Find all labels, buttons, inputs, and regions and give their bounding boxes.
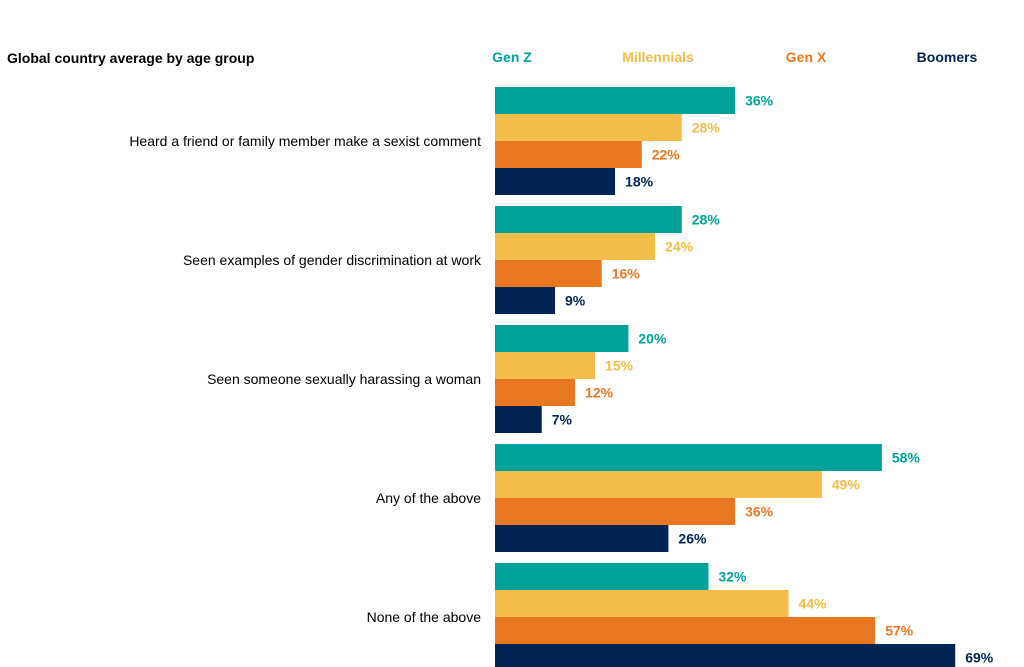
value-label-gen-x-2: 16% — [612, 266, 641, 282]
value-label-gen-x-1: 22% — [652, 147, 681, 163]
value-label-boomers-4: 26% — [678, 531, 707, 547]
category-label-5: None of the above — [367, 609, 482, 625]
bar-gen-x-2 — [495, 260, 602, 287]
bar-millennials-2 — [495, 233, 656, 260]
legend-boomers: Boomers — [917, 49, 978, 65]
category-label-2: Seen examples of gender discrimination a… — [183, 252, 482, 268]
bar-gen-x-1 — [495, 141, 642, 168]
bar-boomers-2 — [495, 287, 556, 314]
bar-gen-z-1 — [495, 87, 736, 114]
bar-millennials-1 — [495, 114, 682, 141]
value-label-millennials-5: 44% — [798, 596, 827, 612]
category-labels: Heard a friend or family member make a s… — [129, 133, 482, 625]
value-label-gen-z-2: 28% — [692, 212, 721, 228]
value-label-gen-x-5: 57% — [885, 623, 914, 639]
legend-gen-z: Gen Z — [492, 49, 532, 65]
bars — [495, 87, 956, 667]
chart-title: Global country average by age group — [7, 50, 254, 66]
bar-millennials-3 — [495, 352, 596, 379]
value-label-boomers-2: 9% — [565, 293, 586, 309]
legend-gen-x: Gen X — [786, 49, 827, 65]
value-label-millennials-3: 15% — [605, 358, 634, 374]
bar-gen-z-4 — [495, 444, 882, 471]
value-label-gen-z-5: 32% — [718, 569, 747, 585]
value-label-boomers-5: 69% — [965, 650, 994, 666]
category-label-3: Seen someone sexually harassing a woman — [207, 371, 481, 387]
legend: Gen Z Millennials Gen X Boomers — [492, 49, 977, 65]
bar-gen-x-4 — [495, 498, 736, 525]
bar-boomers-3 — [495, 406, 542, 433]
value-label-gen-x-3: 12% — [585, 385, 614, 401]
value-label-millennials-2: 24% — [665, 239, 694, 255]
value-label-gen-z-3: 20% — [638, 331, 667, 347]
bar-boomers-5 — [495, 644, 956, 667]
category-label-4: Any of the above — [376, 490, 481, 506]
bar-gen-x-3 — [495, 379, 576, 406]
bar-millennials-4 — [495, 471, 822, 498]
value-label-boomers-1: 18% — [625, 174, 654, 190]
value-label-gen-z-4: 58% — [892, 450, 921, 466]
value-label-millennials-1: 28% — [692, 120, 721, 136]
bar-gen-x-5 — [495, 617, 876, 644]
value-label-millennials-4: 49% — [832, 477, 861, 493]
bar-millennials-5 — [495, 590, 789, 617]
bar-boomers-4 — [495, 525, 669, 552]
bar-gen-z-3 — [495, 325, 629, 352]
legend-millennials: Millennials — [622, 49, 694, 65]
value-label-gen-z-1: 36% — [745, 93, 774, 109]
bar-boomers-1 — [495, 168, 616, 195]
category-label-1: Heard a friend or family member make a s… — [129, 133, 481, 149]
value-labels: 36% 28% 22% 18% 28% 24% 16% 9% 20%15% 12% 7% 58% 49%… — [552, 93, 994, 666]
value-label-gen-x-4: 36% — [745, 504, 774, 520]
bar-gen-z-5 — [495, 563, 709, 590]
value-label-boomers-3: 7% — [552, 412, 573, 428]
bar-gen-z-2 — [495, 206, 682, 233]
